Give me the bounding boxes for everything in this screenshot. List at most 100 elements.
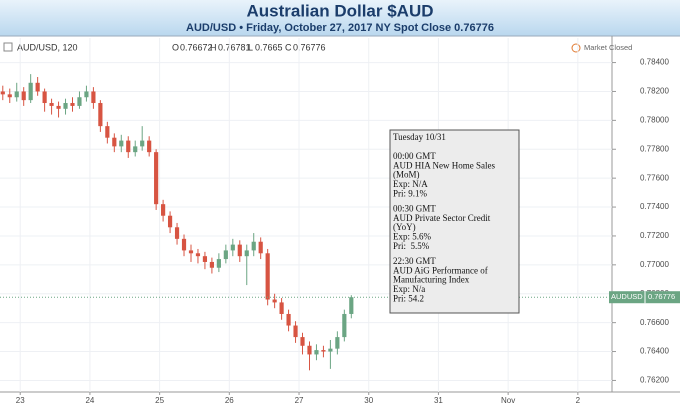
event-line: Exp: N/a <box>393 284 425 294</box>
x-tick-label: 31 <box>434 396 443 405</box>
candle-body <box>56 105 61 109</box>
event-line: AUD HIA New Home Sales <box>393 160 495 170</box>
candle-body <box>342 313 347 338</box>
h-value: 0.76781 <box>218 42 251 52</box>
symbol: AUD/USD, 120 <box>17 42 78 52</box>
candle-body <box>98 103 103 127</box>
c-value: 0.76776 <box>293 42 326 52</box>
event-line: 00:00 GMT <box>393 151 436 161</box>
candle-body <box>258 241 263 254</box>
candle-body <box>202 256 208 262</box>
candle-body <box>188 250 194 254</box>
chart-subtitle: AUD/USD • Friday, October 27, 2017 NY Sp… <box>186 22 494 34</box>
event-line: Pri: 54.2 <box>393 293 424 303</box>
candle-body <box>237 244 242 257</box>
header-band <box>0 0 680 36</box>
candle-body <box>140 140 145 147</box>
candle-body <box>181 238 187 251</box>
event-line: (MoM) <box>393 170 420 180</box>
event-line: Exp: N/A <box>393 179 428 189</box>
event-line: Pri: 9.1% <box>393 188 428 198</box>
candle-body <box>216 259 221 268</box>
candle-body <box>154 152 159 205</box>
event-line: Exp: 5.6% <box>393 231 431 241</box>
market-status: Market Closed <box>584 43 632 52</box>
y-tick-label: 0.78400 <box>640 58 669 67</box>
event-line: 00:30 GMT <box>393 204 436 214</box>
candle-body <box>35 82 40 92</box>
candle-body <box>314 350 319 355</box>
x-tick-label: 2 <box>576 396 581 405</box>
event-line: AUD AiG Performance of <box>393 265 488 275</box>
candle-body <box>161 204 166 216</box>
y-tick-label: 0.78000 <box>640 115 669 124</box>
candle-body <box>272 299 277 303</box>
candle-body <box>293 325 298 338</box>
event-line: (YoY) <box>393 222 416 232</box>
candle-body <box>244 250 249 257</box>
x-tick-label: Nov <box>501 396 515 405</box>
candle-body <box>307 345 312 355</box>
chart-title: Australian Dollar $AUD <box>246 1 433 20</box>
last-price-value: 0.76776 <box>648 292 675 301</box>
candle-body <box>279 302 284 314</box>
candle-body <box>335 337 340 349</box>
y-tick-label: 0.77000 <box>640 260 669 269</box>
y-tick-label: 0.77200 <box>640 231 669 240</box>
candle-body <box>63 103 68 109</box>
candle-body <box>195 253 201 257</box>
y-tick-label: 0.76400 <box>640 347 669 356</box>
x-tick-label: 23 <box>16 396 25 405</box>
y-tick-label: 0.76600 <box>640 318 669 327</box>
x-tick-label: 26 <box>225 396 234 405</box>
l-label: L <box>248 42 253 52</box>
x-tick-label: 25 <box>155 396 164 405</box>
candle-body <box>84 91 89 98</box>
candle-body <box>230 244 235 251</box>
event-line: 22:30 GMT <box>393 256 436 266</box>
c-label: C <box>285 42 292 52</box>
y-tick-label: 0.76200 <box>640 376 669 385</box>
candle-body <box>70 103 75 106</box>
y-tick-label: 0.77600 <box>640 173 669 182</box>
candle-body <box>321 350 326 352</box>
candle-body <box>112 137 117 147</box>
candle-body <box>174 227 180 239</box>
candle-body <box>133 146 138 153</box>
candle-body <box>14 91 19 98</box>
candle-body <box>147 140 152 153</box>
candle-body <box>286 313 291 326</box>
candle-body <box>265 253 270 300</box>
l-value: 0.7665 <box>255 42 283 52</box>
event-line: Manufacturing Index <box>393 275 470 285</box>
candle-body <box>28 82 33 101</box>
y-tick-label: 0.78200 <box>640 87 669 96</box>
candle-body <box>0 91 5 95</box>
candle-body <box>300 337 305 346</box>
x-tick-label: 30 <box>364 396 373 405</box>
candle-body <box>7 94 12 98</box>
collapse-icon[interactable] <box>3 42 13 52</box>
candle-body <box>105 126 110 138</box>
last-price-name: AUDUSD <box>611 292 643 301</box>
y-tick-label: 0.77800 <box>640 144 669 153</box>
y-tick-label: 0.77400 <box>640 202 669 211</box>
o-label: O <box>172 42 179 52</box>
x-tick-label: 24 <box>85 396 94 405</box>
candle-body <box>223 250 228 260</box>
x-tick-label: 27 <box>295 396 304 405</box>
candle-body <box>328 348 333 352</box>
event-box-frame <box>389 129 520 314</box>
candle-body <box>209 261 214 268</box>
o-value: 0.76672 <box>180 42 213 52</box>
event-heading: Tuesday 10/31 <box>393 132 446 142</box>
candle-body <box>251 241 256 251</box>
candle-body <box>119 140 124 147</box>
event-line: Pri: 5.5% <box>393 241 430 251</box>
event-line: AUD Private Sector Credit <box>393 213 491 223</box>
candle-body <box>49 103 54 106</box>
candle-body <box>126 140 131 153</box>
candle-body <box>167 215 173 228</box>
